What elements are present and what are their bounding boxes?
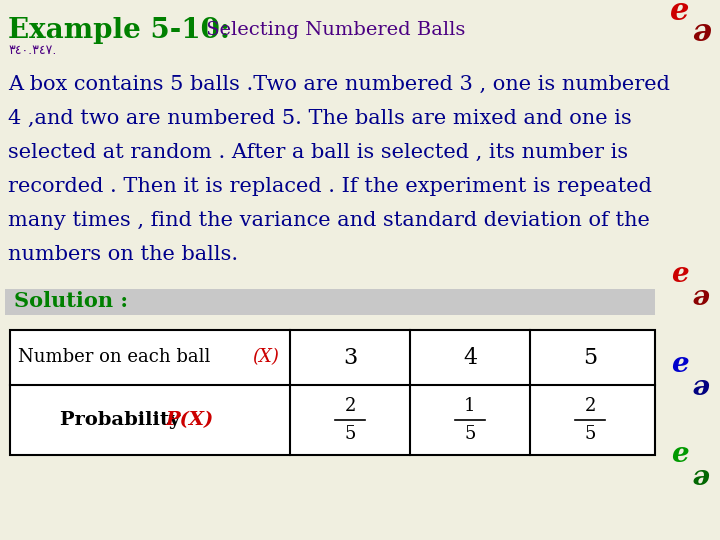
Text: e: e [671,261,689,288]
Text: e: e [691,372,708,399]
Text: e: e [691,462,708,489]
Text: Probability: Probability [60,411,187,429]
Text: 5: 5 [583,347,597,368]
Text: ٣٤٠.٣٤٧.: ٣٤٠.٣٤٧. [8,44,56,57]
Text: P(X): P(X) [165,411,213,429]
Bar [5,289,655,315]
Text: 5: 5 [464,425,476,443]
Text: e: e [670,0,690,28]
Text: numbers on the balls.: numbers on the balls. [8,245,238,264]
Text: e: e [671,442,689,469]
Text: e: e [690,15,710,45]
Text: A box contains 5 balls .Two are numbered 3 , one is numbered: A box contains 5 balls .Two are numbered… [8,75,670,94]
Text: recorded . Then it is replaced . If the experiment is repeated: recorded . Then it is replaced . If the … [8,177,652,196]
Text: many times , find the variance and standard deviation of the: many times , find the variance and stand… [8,211,650,230]
Text: 3: 3 [343,347,357,368]
Text: Example 5-10:: Example 5-10: [8,17,230,44]
Text: 4 ,and two are numbered 5. The balls are mixed and one is: 4 ,and two are numbered 5. The balls are… [8,109,631,128]
Text: (X): (X) [252,348,279,367]
Text: selected at random . After a ball is selected , its number is: selected at random . After a ball is sel… [8,143,628,162]
Text: e: e [671,352,689,379]
Text: 5: 5 [344,425,356,443]
Text: 5: 5 [585,425,595,443]
Text: 4: 4 [463,347,477,368]
Text: 1: 1 [464,397,476,415]
Text: Number on each ball: Number on each ball [18,348,216,367]
Text: 2: 2 [585,397,595,415]
Bar [10,330,655,455]
Text: e: e [691,281,708,308]
Text: Solution :: Solution : [14,291,128,311]
Text: 2: 2 [344,397,356,415]
Text: Selecting Numbered Balls: Selecting Numbered Balls [200,21,465,39]
